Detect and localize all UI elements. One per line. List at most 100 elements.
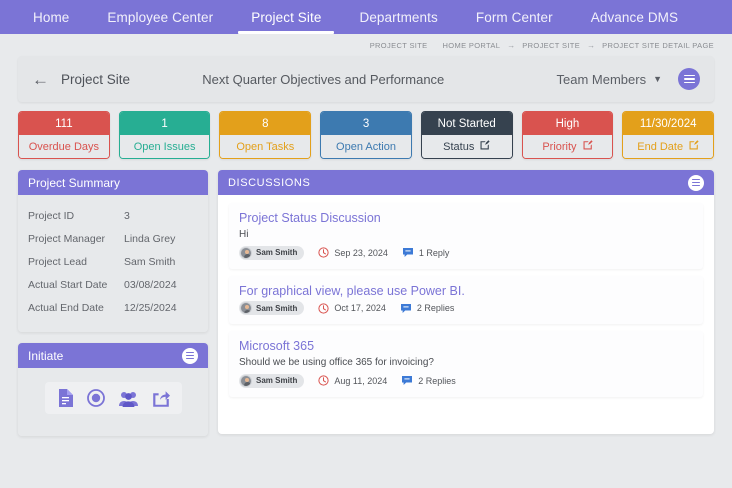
stat-value: 8: [220, 112, 311, 135]
discussions-title: DISCUSSIONS: [228, 176, 311, 189]
discussion-date: Aug 11, 2024: [318, 375, 387, 386]
stat-label: Open Action: [336, 140, 396, 153]
summary-row: Actual Start Date 03/08/2024: [28, 273, 198, 296]
nav-item-label: Employee Center: [107, 9, 214, 25]
nav-item-home[interactable]: Home: [14, 0, 88, 34]
stat-card-row: 111 Overdue Days 1 Open Issues 8 Open Tasks 3 O…: [18, 111, 715, 159]
stat-label-row: Open Issues: [119, 135, 210, 158]
date-text: Aug 11, 2024: [334, 375, 388, 386]
right-column: DISCUSSIONS Project Status Discussion Hi S…: [218, 170, 714, 436]
stat-value: Not Started: [421, 112, 512, 135]
summary-key: Actual End Date: [28, 301, 104, 314]
discussion-item[interactable]: Microsoft 365 Should we be using office 3…: [229, 331, 703, 397]
nav-item-project-site[interactable]: Project Site: [232, 0, 340, 34]
nav-item-advance-dms[interactable]: Advance DMS: [572, 0, 697, 34]
nav-item-label: Departments: [359, 9, 438, 25]
share-export-icon[interactable]: [152, 389, 170, 407]
top-navigation-bar: Home Employee Center Project Site Departmen…: [0, 0, 732, 34]
breadcrumb-separator-icon: →: [507, 40, 516, 50]
avatar: [240, 302, 252, 314]
discussion-author: Sam Smith: [239, 245, 305, 260]
breadcrumb-link[interactable]: PROJECT SITE DETAIL PAGE: [602, 40, 714, 50]
stat-label: Priority: [542, 140, 577, 153]
main-content: Project Summary Project ID 3 Project Manag…: [18, 170, 714, 436]
discussions-menu-button[interactable]: [688, 174, 704, 191]
initiate-menu-button[interactable]: [182, 347, 198, 364]
discussion-body: Should we be using office 365 for invoic…: [239, 356, 434, 368]
chat-bubble-icon: [402, 247, 414, 258]
nav-item-departments[interactable]: Departments: [340, 0, 456, 34]
team-members-label: Team Members: [556, 71, 647, 87]
nav-item-label: Advance DMS: [590, 9, 679, 25]
stat-card-end-date[interactable]: 11/30/2024 End Date: [622, 111, 715, 159]
breadcrumb-link[interactable]: PROJECT SITE: [522, 40, 581, 50]
breadcrumb-separator-icon: →: [587, 40, 596, 50]
stat-label-row: Overdue Days: [19, 135, 109, 158]
project-summary-card: Project Summary Project ID 3 Project Manag…: [18, 170, 208, 332]
stat-card-overdue-days[interactable]: 111 Overdue Days: [18, 111, 110, 159]
discussion-date: Oct 17, 2024: [318, 302, 386, 314]
discussion-title[interactable]: Project Status Discussion: [239, 211, 381, 225]
project-summary-body: Project ID 3 Project Manager Linda Grey Proj…: [18, 195, 208, 332]
initiate-action-strip: [44, 382, 182, 414]
chevron-down-icon: ▼: [653, 74, 662, 84]
nav-item-form-center[interactable]: Form Center: [457, 0, 572, 34]
discussion-replies: 1 Reply: [402, 247, 450, 258]
discussion-title[interactable]: For graphical view, please use Power BI.: [239, 283, 465, 298]
chat-bubble-icon: [401, 375, 413, 386]
discussion-item[interactable]: Project Status Discussion Hi Sam Smith Sep …: [229, 203, 703, 269]
project-summary-header: Project Summary: [18, 170, 208, 195]
avatar: [240, 374, 252, 387]
nav-item-employee-center[interactable]: Employee Center: [88, 0, 232, 34]
project-site-label[interactable]: Project Site: [61, 71, 131, 87]
stat-value: 1: [119, 112, 210, 135]
discussion-item[interactable]: For graphical view, please use Power BI.…: [229, 275, 703, 324]
clock-icon: [318, 375, 329, 386]
summary-key: Actual Start Date: [28, 278, 108, 291]
date-text: Oct 17, 2024: [334, 303, 386, 313]
stat-card-open-tasks[interactable]: 8 Open Tasks: [219, 111, 312, 159]
discussion-title[interactable]: Microsoft 365: [239, 339, 315, 353]
breadcrumb: PROJECT SITE HOME PORTAL → PROJECT SITE → PR…: [0, 34, 732, 56]
team-members-dropdown[interactable]: Team Members ▼: [557, 72, 663, 87]
project-header-bar: ← Project Site Next Quarter Objectives a…: [18, 56, 714, 102]
stat-label-row: Priority: [522, 135, 613, 158]
discussion-replies: 2 Replies: [401, 375, 456, 386]
discussions-card: DISCUSSIONS Project Status Discussion Hi S…: [218, 170, 714, 434]
replies-text: 1 Reply: [418, 247, 450, 258]
stat-value: High: [522, 112, 613, 135]
stat-card-open-action[interactable]: 3 Open Action: [320, 111, 412, 159]
stat-card-open-issues[interactable]: 1 Open Issues: [118, 111, 211, 159]
breadcrumb-link[interactable]: HOME PORTAL: [442, 40, 501, 50]
edit-pencil-icon[interactable]: [689, 140, 699, 153]
nav-item-label: Home: [33, 9, 70, 25]
project-summary-title: Project Summary: [28, 175, 121, 190]
edit-pencil-icon[interactable]: [583, 140, 593, 153]
edit-pencil-icon[interactable]: [480, 140, 490, 153]
clock-icon: [318, 302, 329, 314]
clock-icon: [318, 247, 329, 258]
chat-bubble-icon: [400, 303, 412, 314]
record-circle-icon[interactable]: [86, 389, 105, 407]
summary-value: 3: [124, 209, 130, 222]
initiate-card: Initiate: [18, 343, 208, 436]
discussion-meta: Sam Smith Sep 23, 2024 1 Reply: [239, 245, 693, 260]
stat-card-priority[interactable]: High Priority: [521, 111, 614, 159]
breadcrumb-page-label: PROJECT SITE: [369, 40, 428, 50]
back-arrow-icon[interactable]: ←: [32, 69, 49, 89]
document-icon[interactable]: [57, 389, 73, 407]
stat-card-status[interactable]: Not Started Status: [420, 111, 513, 159]
stat-label: Status: [443, 140, 475, 153]
author-name: Sam Smith: [256, 376, 298, 385]
people-group-icon[interactable]: [118, 390, 138, 407]
nav-item-label: Project Site: [251, 9, 322, 25]
discussions-header: DISCUSSIONS: [218, 170, 714, 195]
author-name: Sam Smith: [256, 248, 298, 257]
stat-label-row: Open Action: [321, 135, 411, 158]
stat-label-row: Status: [421, 135, 512, 158]
stat-label: Open Issues: [133, 140, 196, 153]
project-bar-menu-button[interactable]: [678, 68, 700, 90]
summary-value: Sam Smith: [124, 255, 176, 268]
stat-label: Overdue Days: [28, 140, 100, 153]
initiate-header: Initiate: [18, 343, 208, 368]
